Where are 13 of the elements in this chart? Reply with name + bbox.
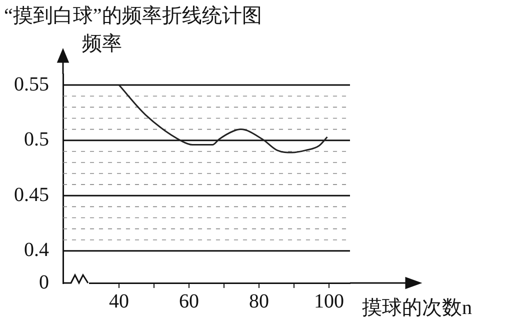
x-tick-label: 60	[179, 290, 199, 312]
line-series	[118, 84, 328, 154]
x-axis-title: 摸球的次数n	[362, 296, 472, 321]
x-tick-label: 80	[249, 290, 269, 312]
x-tick-label: 100	[314, 290, 344, 312]
y-tick-label: 0.4	[24, 239, 49, 262]
x-tick-label: 40	[109, 290, 129, 312]
y-tick-label: 0.55	[14, 73, 49, 96]
y-tick-label: 0	[39, 271, 49, 294]
y-tick-label: 0.5	[24, 128, 49, 151]
y-tick-label: 0.45	[14, 184, 49, 206]
y-axis-title: 频率	[82, 32, 122, 57]
chart-title: “摸到白球”的频率折线统计图	[4, 4, 262, 29]
